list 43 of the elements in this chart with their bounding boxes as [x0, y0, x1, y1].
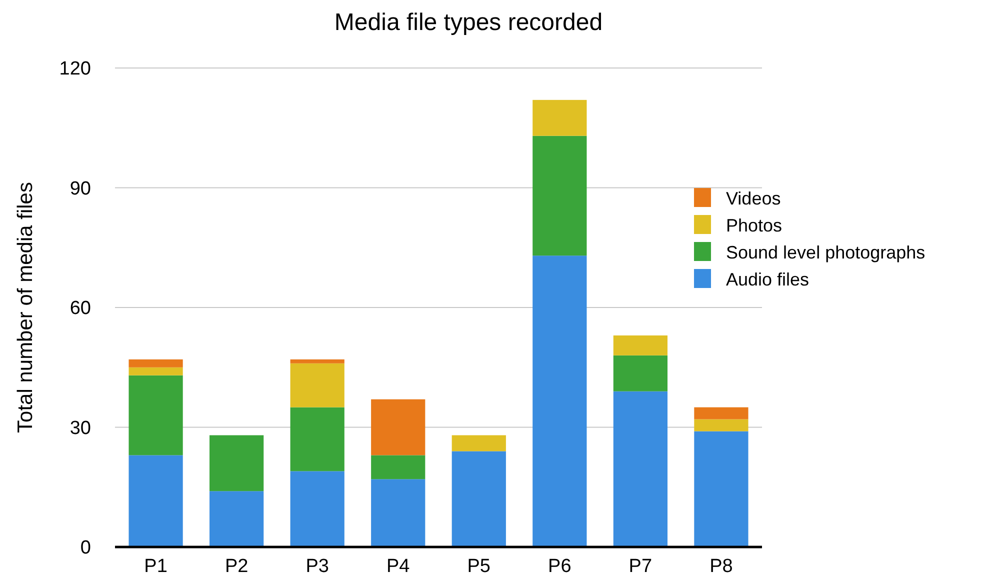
chart-title: Media file types recorded	[334, 9, 603, 36]
bar	[452, 451, 506, 547]
bar	[694, 419, 748, 432]
y-tick-label: 90	[70, 178, 91, 200]
bar	[694, 431, 748, 547]
legend-label: Sound level photographs	[726, 242, 926, 262]
bar	[290, 359, 344, 364]
bar	[128, 367, 183, 376]
x-tick-label: P7	[628, 556, 652, 577]
legend-label: Photos	[726, 215, 782, 236]
bar	[694, 407, 748, 420]
bar	[613, 391, 668, 547]
y-tick-label: 30	[70, 418, 91, 439]
bar	[290, 471, 344, 547]
bar	[371, 455, 426, 480]
bar	[128, 359, 183, 368]
bar	[128, 375, 183, 456]
x-tick-label: P3	[306, 556, 329, 577]
bar	[532, 100, 587, 136]
bar	[290, 363, 344, 408]
bar	[210, 435, 264, 492]
x-tick-label: P5	[467, 556, 491, 577]
bar	[613, 355, 668, 392]
x-tick-label: P1	[144, 556, 168, 577]
y-axis-title: Total number of media files	[14, 182, 37, 433]
legend-label: Audio files	[726, 269, 810, 290]
bar	[452, 435, 506, 452]
bar	[371, 399, 426, 456]
x-tick-label: P6	[548, 556, 572, 577]
x-tick-label: P2	[224, 556, 248, 577]
bar	[532, 256, 587, 547]
x-tick-label: P4	[386, 556, 410, 577]
bar	[532, 136, 587, 256]
y-tick-label: 60	[70, 298, 91, 320]
y-tick-label: 120	[59, 58, 91, 80]
bar	[613, 335, 668, 356]
legend-label: Videos	[726, 188, 781, 208]
bar	[371, 479, 426, 547]
bar	[210, 491, 264, 547]
y-tick-label: 0	[80, 538, 91, 559]
bar	[128, 455, 183, 547]
bar	[290, 407, 344, 472]
x-tick-label: P8	[710, 556, 733, 577]
